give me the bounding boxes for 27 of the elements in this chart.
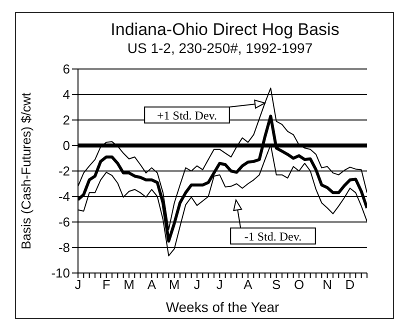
y-tick-label: -4	[58, 189, 70, 204]
x-tick-label: J	[74, 277, 82, 292]
annotation: +1 Std. Dev.	[157, 108, 217, 122]
x-tick-label: A	[244, 277, 253, 292]
x-tick-label: S	[272, 277, 281, 292]
y-tick-label: -8	[58, 240, 70, 256]
chart-title: Indiana-Ohio Direct Hog Basis	[110, 20, 340, 40]
x-tick-label: D	[345, 277, 355, 292]
x-tick-label: F	[102, 277, 110, 292]
x-tick-label: J	[216, 277, 223, 292]
y-tick-label: 2	[62, 112, 70, 128]
y-tick-label: -10	[51, 266, 70, 281]
y-tick-label: -2	[58, 164, 70, 179]
x-tick-label: N	[322, 277, 332, 292]
y-tick-label: 0	[62, 138, 70, 154]
x-tick-label: M	[124, 277, 134, 292]
x-tick-label: J	[194, 277, 200, 292]
y-tick-label: 4	[62, 87, 70, 102]
x-tick-label: M	[168, 277, 180, 292]
annotation: -1 Std. Dev.	[244, 230, 302, 244]
y-tick-label: 6	[62, 62, 70, 77]
y-tick-label: -6	[58, 214, 70, 230]
x-tick-label: O	[294, 277, 304, 292]
x-axis-title: Weeks of the Year	[164, 299, 280, 315]
chart-subtitle: US 1-2, 230-250#, 1992-1997	[126, 40, 314, 56]
x-tick-label: A	[147, 277, 156, 292]
y-axis-title: Basis (Cash-Futures) $/cwt	[18, 92, 34, 250]
